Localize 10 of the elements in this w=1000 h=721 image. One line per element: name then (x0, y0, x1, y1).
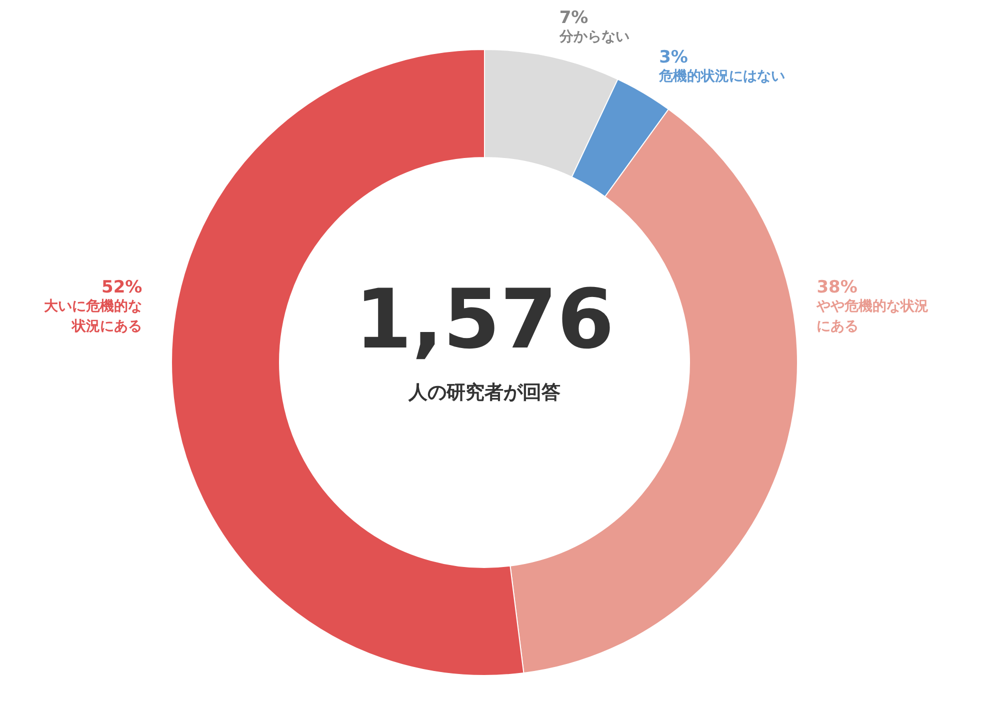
text: 1,576 (354, 272, 614, 368)
text: 人の研究者が回答 (408, 382, 560, 404)
data-label: 3% (659, 47, 688, 68)
data-label: 7% (559, 8, 588, 28)
slice-label: やや危機的な状況にある (816, 298, 929, 334)
data-label: 52% (101, 278, 142, 298)
slice-label: 大いに危機的な状況にある (44, 298, 142, 334)
data-label: 38% (816, 278, 858, 298)
slice-label: 分からない (558, 28, 630, 45)
slice-label: 危機的状況にはない (658, 68, 786, 84)
